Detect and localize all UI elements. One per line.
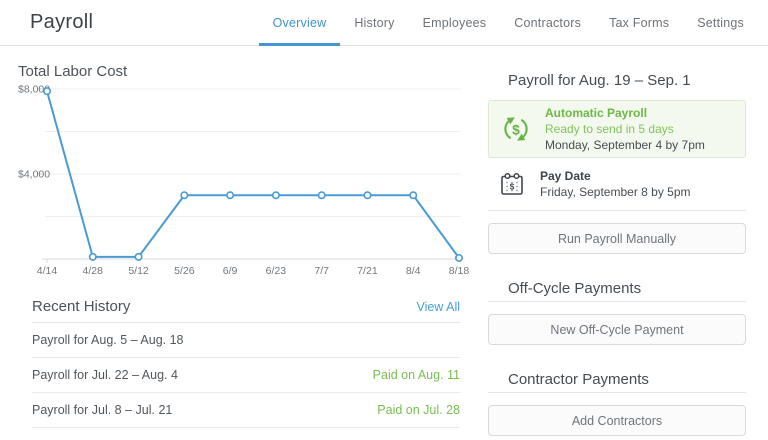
svg-text:4/28: 4/28 <box>83 265 104 277</box>
tab-bar: Overview History Employees Contractors T… <box>258 0 758 46</box>
chart-title: Total Labor Cost <box>18 63 128 80</box>
svg-text:7/7: 7/7 <box>314 265 329 277</box>
recent-history-section: Recent History View All Payroll for Aug.… <box>32 298 460 428</box>
view-all-link[interactable]: View All <box>416 300 460 314</box>
new-off-cycle-payment-button[interactable]: New Off-Cycle Payment <box>488 314 746 345</box>
section-divider <box>488 301 746 302</box>
automatic-payroll-detail: Monday, September 4 by 7pm <box>545 138 705 152</box>
pay-date-row: $ Pay Date Friday, September 8 by 5pm <box>498 168 746 200</box>
page-title: Payroll <box>30 11 94 33</box>
history-row-status: Paid on Jul. 28 <box>377 403 460 417</box>
svg-text:4/14: 4/14 <box>37 265 58 277</box>
history-row-label: Payroll for Jul. 22 – Aug. 4 <box>32 368 178 382</box>
add-contractors-button[interactable]: Add Contractors <box>488 405 746 436</box>
history-row-label: Payroll for Aug. 5 – Aug. 18 <box>32 333 184 347</box>
tab-overview[interactable]: Overview <box>258 0 341 46</box>
tab-history[interactable]: History <box>354 15 395 30</box>
recurring-dollar-icon: $ <box>504 117 528 141</box>
pay-date-text: Pay Date Friday, September 8 by 5pm <box>540 168 691 200</box>
svg-text:5/26: 5/26 <box>174 265 195 277</box>
automatic-payroll-title: Automatic Payroll <box>545 106 648 120</box>
svg-text:8/18: 8/18 <box>449 265 470 277</box>
automatic-payroll-card: $ Automatic Payroll Ready to send in 5 d… <box>488 100 746 158</box>
svg-text:6/23: 6/23 <box>266 265 287 277</box>
svg-text:8/4: 8/4 <box>406 265 421 277</box>
payroll-side-panel: Payroll for Aug. 19 – Sep. 1 $ Automatic… <box>488 58 746 436</box>
tab-contractors[interactable]: Contractors <box>514 15 582 30</box>
history-row-label: Payroll for Jul. 8 – Jul. 21 <box>32 403 173 417</box>
tab-settings[interactable]: Settings <box>697 15 744 30</box>
history-row-status: Paid on Aug. 11 <box>372 368 460 382</box>
page-header: Payroll Overview History Employees Contr… <box>0 0 768 46</box>
section-divider <box>488 392 746 393</box>
history-row[interactable]: Payroll for Aug. 5 – Aug. 18 <box>32 323 460 358</box>
off-cycle-payments-title: Off-Cycle Payments <box>508 280 642 297</box>
contractor-payments-title: Contractor Payments <box>508 371 649 388</box>
recent-history-title: Recent History <box>32 298 131 315</box>
history-row[interactable]: Payroll for Jul. 22 – Aug. 4 Paid on Aug… <box>32 358 460 393</box>
svg-text:6/9: 6/9 <box>223 265 238 277</box>
history-row[interactable]: Payroll for Jul. 8 – Jul. 21 Paid on Jul… <box>32 393 460 428</box>
svg-text:7/21: 7/21 <box>357 265 378 277</box>
svg-text:$: $ <box>510 183 515 192</box>
pay-date-detail: Friday, September 8 by 5pm <box>540 185 691 199</box>
tab-employees[interactable]: Employees <box>422 15 487 30</box>
panel-divider <box>488 210 746 211</box>
svg-text:5/12: 5/12 <box>128 265 149 277</box>
pay-date-title: Pay Date <box>540 169 591 183</box>
svg-text:$8,000: $8,000 <box>18 84 50 96</box>
calendar-icon: $ <box>501 172 523 195</box>
automatic-payroll-text: Automatic Payroll Ready to send in 5 day… <box>545 105 705 153</box>
run-payroll-manually-button[interactable]: Run Payroll Manually <box>488 223 746 254</box>
overview-main: Total Labor Cost $8,000 $4,000 4/14 4/28 5/1… <box>16 58 470 428</box>
upcoming-payroll-title: Payroll for Aug. 19 – Sep. 1 <box>508 72 691 89</box>
tab-tax-forms[interactable]: Tax Forms <box>609 15 670 30</box>
recent-history-header: Recent History View All <box>32 298 460 323</box>
labor-cost-chart: $8,000 $4,000 4/14 4/28 5/12 5/26 6/9 6/23 7/7 7/… <box>18 84 470 278</box>
automatic-payroll-subtitle: Ready to send in 5 days <box>545 122 674 136</box>
svg-text:$4,000: $4,000 <box>18 169 50 181</box>
svg-text:$: $ <box>512 122 520 138</box>
